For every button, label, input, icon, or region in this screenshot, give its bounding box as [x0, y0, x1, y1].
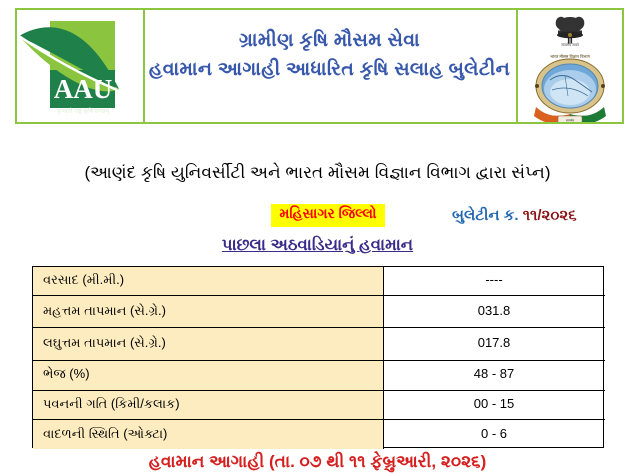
- svg-text:सत्यमेव जयते: सत्यमेव जयते: [561, 42, 579, 47]
- svg-text:भारत मौसम विज्ञान विभाग: भारत मौसम विज्ञान विभाग: [550, 54, 590, 59]
- svg-text:AAU: AAU: [54, 74, 113, 104]
- svg-text:सत्यमेव: सत्यमेव: [566, 119, 574, 123]
- svg-text:कृण्वंतो राष्ट्रं कृषि संपन्नम: कृण्वंतो राष्ट्रं कृषि संपन्नम्: [57, 107, 110, 115]
